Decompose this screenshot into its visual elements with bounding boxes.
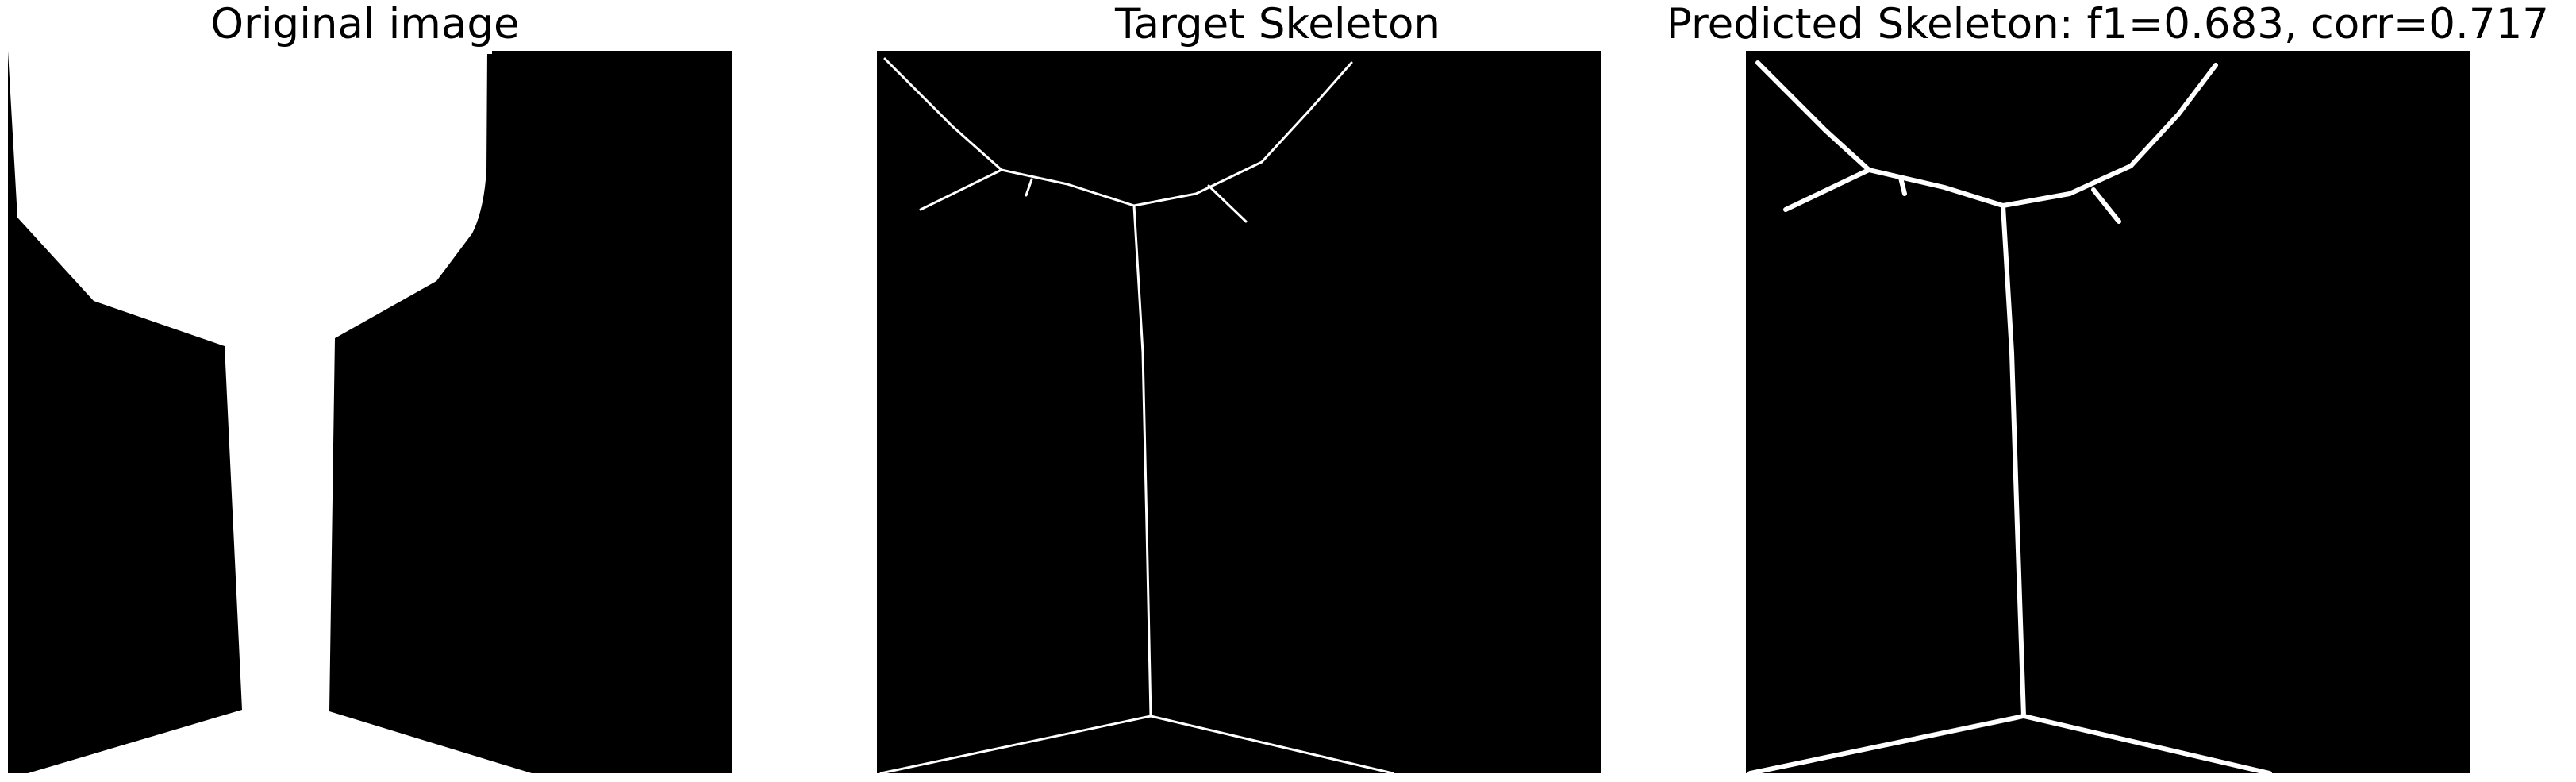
target-stem — [1132, 204, 1152, 718]
target-twig-left — [919, 168, 1003, 211]
predicted-stem — [2001, 203, 2026, 718]
panel-title-target: Target Skeleton — [1115, 0, 1440, 48]
top-line — [63, 51, 492, 54]
target-base-left — [879, 715, 1152, 773]
predicted-skeleton-image — [1746, 51, 2470, 773]
predicted-twig-left — [1783, 168, 1871, 212]
predicted-base-right — [2021, 714, 2272, 773]
glass-silhouette — [8, 51, 532, 773]
target-branch-right — [1260, 61, 1353, 164]
predicted-branch-right — [2128, 63, 2218, 168]
target-twig-left-small — [1025, 178, 1033, 197]
predicted-branch-left — [1755, 60, 1871, 172]
target-skeleton-image — [877, 51, 1601, 773]
panel-title-original: Original image — [210, 0, 520, 48]
predicted-twig-left-small — [1898, 175, 1907, 196]
panel-title-predicted: Predicted Skeleton: f1=0.683, corr=0.717 — [1666, 0, 2550, 48]
target-twig-right — [1207, 184, 1248, 223]
predicted-twig-right — [2091, 187, 2121, 224]
original-image — [8, 51, 732, 773]
predicted-base-left — [1747, 714, 2026, 773]
target-branch-left — [883, 57, 1003, 171]
target-base-right — [1149, 715, 1394, 773]
